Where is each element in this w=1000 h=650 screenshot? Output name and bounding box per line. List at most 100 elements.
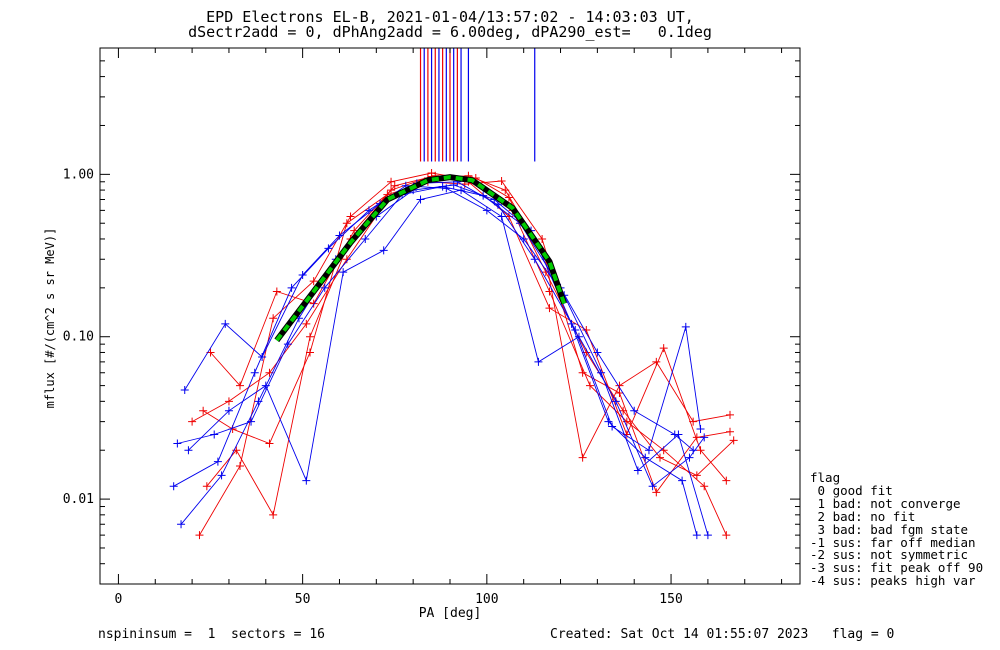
blue-series-point bbox=[177, 520, 186, 529]
red-series-point bbox=[722, 476, 731, 485]
blue-series-point bbox=[648, 482, 657, 491]
blue-series-point bbox=[700, 433, 709, 442]
blue-series-point bbox=[571, 326, 580, 335]
footer-created-info: Created: Sat Oct 14 01:55:07 2023 flag =… bbox=[550, 627, 895, 642]
blue-series-point bbox=[324, 244, 333, 253]
red-series-point bbox=[387, 177, 396, 186]
blue-series-point bbox=[217, 471, 226, 480]
blue-series-point bbox=[213, 457, 222, 466]
y-tick-label: 1.00 bbox=[63, 167, 94, 182]
x-tick-label: 100 bbox=[475, 592, 498, 607]
legend-item: -4 sus: peaks high var bbox=[810, 573, 976, 589]
red-series-point bbox=[306, 348, 314, 357]
blue-series-point bbox=[497, 212, 506, 221]
red-series-point bbox=[656, 453, 664, 462]
blue-series-point bbox=[258, 353, 267, 362]
fit-curve-layer bbox=[274, 174, 568, 343]
red-series-point bbox=[497, 177, 506, 186]
red-series-point bbox=[188, 417, 197, 426]
chart-subtitle: dSectr2add = 0, dPhAng2add = 6.00deg, dP… bbox=[188, 23, 712, 41]
y-tick-label: 0.10 bbox=[63, 330, 94, 345]
blue-series-point bbox=[678, 476, 687, 485]
blue-series-point bbox=[685, 453, 694, 462]
red-series-point bbox=[346, 212, 355, 221]
red-series-point bbox=[265, 439, 274, 448]
red-series-point bbox=[504, 193, 513, 202]
red-series-point bbox=[309, 277, 318, 286]
red-series-point bbox=[726, 427, 734, 436]
blue-series-point bbox=[438, 182, 447, 191]
x-axis-label: PA [deg] bbox=[419, 606, 482, 621]
red-series-point bbox=[722, 531, 731, 540]
blue-series-point bbox=[534, 357, 543, 366]
y-tick-label: 0.01 bbox=[63, 492, 94, 507]
blue-series-point bbox=[670, 430, 679, 439]
red-series-point bbox=[726, 410, 734, 419]
blue-series-point bbox=[287, 283, 296, 292]
blue-series-point bbox=[339, 268, 348, 277]
red-series-line-3 bbox=[206, 176, 727, 517]
blue-series-point bbox=[530, 255, 539, 264]
legend-item: -3 sus: fit peak off 90 bbox=[810, 560, 984, 576]
chart-title: EPD Electrons EL-B, 2021-01-04/13:57:02 … bbox=[206, 8, 694, 26]
blue-series-point bbox=[250, 368, 259, 377]
blue-series-point bbox=[593, 348, 602, 357]
footer-spin-info: nspininsum = 1 sectors = 16 bbox=[98, 627, 325, 642]
red-series-point bbox=[652, 488, 661, 497]
fit-curve bbox=[275, 175, 567, 342]
red-series-point bbox=[692, 471, 701, 480]
blue-series-point bbox=[703, 531, 712, 540]
legend-item: 3 bad: bad fgm state bbox=[810, 521, 969, 537]
x-tick-label: 150 bbox=[659, 592, 682, 607]
red-series-point bbox=[387, 186, 396, 195]
red-series-point bbox=[224, 397, 233, 406]
blue-series-point bbox=[361, 234, 370, 243]
legend-title: flag bbox=[810, 470, 841, 485]
red-series-point bbox=[199, 406, 208, 415]
blue-series-point bbox=[247, 417, 256, 426]
red-series-point bbox=[692, 433, 701, 442]
red-series-point bbox=[306, 332, 314, 341]
y-axis-label: mflux [#/(cm^2 s sr MeV)] bbox=[43, 228, 57, 409]
blue-series-point bbox=[608, 422, 617, 431]
red-series-point bbox=[586, 381, 594, 390]
blue-series-point bbox=[335, 231, 344, 240]
legend-item: -1 sus: far off median bbox=[810, 534, 976, 550]
red-series-point bbox=[659, 344, 668, 353]
red-series-point bbox=[729, 436, 738, 445]
blue-series-point bbox=[633, 466, 642, 475]
blue-series-point bbox=[574, 332, 583, 341]
blue-series-point bbox=[696, 425, 705, 434]
blue-series-point bbox=[681, 322, 690, 331]
red-series-point bbox=[269, 314, 278, 323]
blue-series-point bbox=[169, 482, 178, 491]
red-series-point bbox=[236, 461, 244, 470]
blue-series-line-0 bbox=[173, 185, 709, 536]
series-layer bbox=[169, 168, 738, 540]
red-series-line-0 bbox=[199, 172, 727, 536]
red-series-point bbox=[696, 446, 705, 455]
blue-series-point bbox=[416, 195, 425, 204]
blue-series-point bbox=[379, 246, 388, 255]
red-series-point bbox=[538, 234, 547, 243]
blue-series-point bbox=[224, 406, 233, 415]
red-series-point bbox=[202, 482, 211, 491]
blue-series-point bbox=[180, 385, 189, 394]
red-series-point bbox=[342, 219, 351, 228]
red-series-point bbox=[578, 453, 587, 462]
red-series-point bbox=[342, 255, 351, 264]
blue-series-point bbox=[692, 531, 701, 540]
blue-series-point bbox=[184, 446, 193, 455]
blue-series-point bbox=[221, 319, 230, 328]
blue-series-point bbox=[320, 283, 329, 292]
legend-item: 0 good fit bbox=[810, 482, 893, 498]
blue-series-point bbox=[630, 406, 639, 415]
blue-series-point bbox=[641, 453, 650, 462]
blue-series-point bbox=[482, 206, 491, 215]
legend-item: -2 sus: not symmetric bbox=[810, 547, 969, 563]
vertical-markers-layer bbox=[419, 48, 536, 162]
x-tick-label: 50 bbox=[295, 592, 311, 607]
red-series-point bbox=[545, 304, 554, 313]
legend-item: 1 bad: not converge bbox=[810, 495, 961, 511]
blue-series-line-1 bbox=[180, 184, 698, 536]
